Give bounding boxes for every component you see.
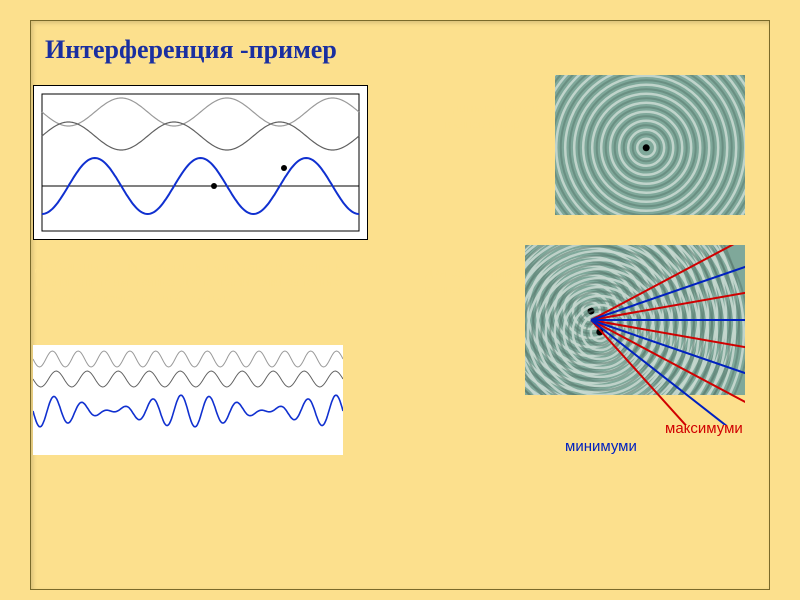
wave-chart-2	[33, 345, 343, 455]
maxima-label: максимуми	[665, 420, 743, 437]
page-title: Интерференция -пример	[45, 35, 337, 65]
ripple-single-label: Единичен точков вълнов извор	[445, 100, 550, 132]
wave-caption: Две бягащи вълни (в светло и тъмно сиво)…	[35, 258, 365, 307]
ripple-double-label: Два кохерентни вълнови извора	[425, 265, 520, 297]
ripple-double	[525, 245, 745, 425]
ripple-single	[555, 75, 745, 215]
minima-label: минимуми	[565, 438, 637, 455]
wave-chart-1	[33, 85, 368, 240]
